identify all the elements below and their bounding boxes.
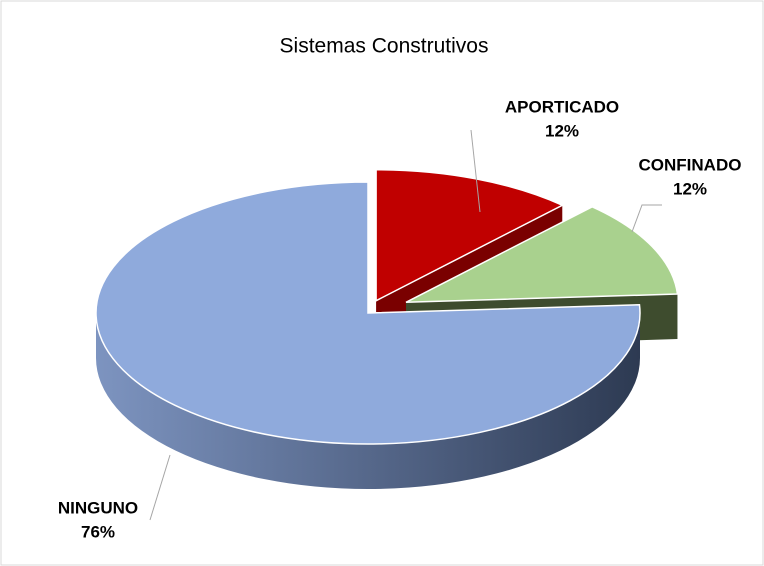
labels: APORTICADO 12% CONFINADO 12% NINGUNO 76% bbox=[58, 97, 742, 541]
slice-side bbox=[96, 313, 640, 489]
data-label-value: 76% bbox=[81, 522, 115, 541]
leader-line bbox=[470, 129, 481, 213]
chart-title: Sistemas Construtivos bbox=[280, 35, 489, 58]
slice bbox=[405, 205, 679, 304]
data-label-name: APORTICADO bbox=[505, 97, 619, 116]
slice bbox=[95, 181, 641, 445]
data-label-value: 12% bbox=[545, 121, 579, 140]
leader-line bbox=[631, 204, 662, 233]
pie bbox=[95, 168, 679, 489]
data-label-name: CONFINADO bbox=[639, 155, 742, 174]
data-label-name: NINGUNO bbox=[58, 498, 138, 517]
data-label-value: 12% bbox=[673, 179, 707, 198]
leader-line bbox=[149, 454, 171, 521]
